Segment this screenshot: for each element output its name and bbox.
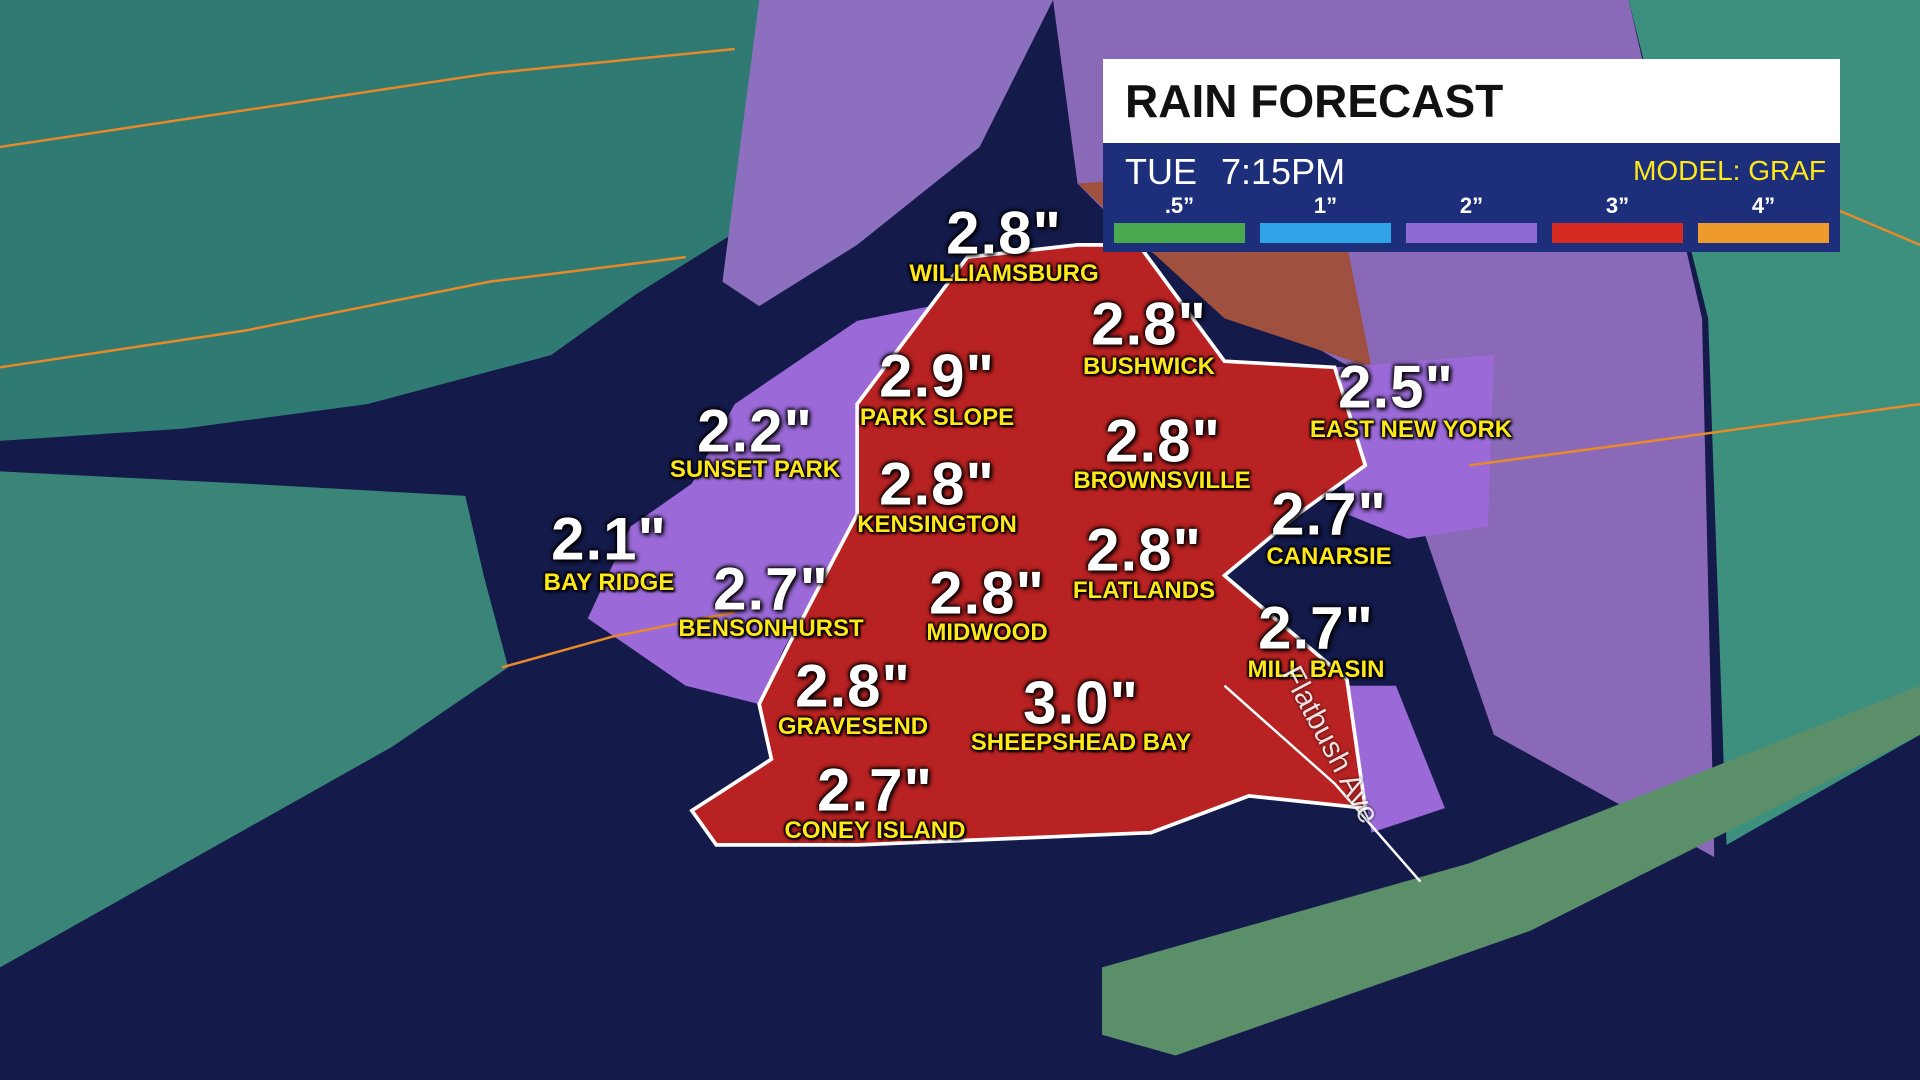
rain-amount: 2.7": [817, 756, 933, 824]
legend-swatch: [1552, 223, 1683, 243]
rain-amount: 2.8": [879, 450, 995, 518]
rain-amount: 2.1": [551, 505, 667, 573]
rain-2in: [1334, 355, 1494, 539]
panel-title: RAIN FORECAST: [1103, 59, 1840, 143]
highway: [0, 47, 735, 149]
location-name: BAY RIDGE: [543, 569, 675, 596]
rain-amount: 2.8": [1105, 407, 1221, 475]
location-name: BROWNSVILLE: [1073, 467, 1251, 494]
legend-label: 3”: [1605, 193, 1630, 218]
rain-amount: 2.7": [713, 555, 829, 623]
forecast-day: TUE: [1125, 151, 1197, 192]
rain-amount: 2.8": [1091, 290, 1207, 358]
location-name: FLATLANDS: [1072, 577, 1216, 604]
legend-label: .5”: [1164, 193, 1195, 218]
rain-amount: 2.7": [1271, 480, 1387, 548]
highway: [0, 255, 686, 369]
location-name: KENSINGTON: [857, 511, 1017, 538]
legend-label: 4”: [1751, 193, 1776, 218]
rain-amount: 2.7": [1258, 594, 1374, 662]
location-name: WILLIAMSBURG: [909, 260, 1099, 287]
location-name: SHEEPSHEAD BAY: [970, 729, 1192, 756]
manhattan: [722, 0, 1054, 307]
forecast-time: 7:15PM: [1221, 151, 1346, 192]
highway: [1469, 402, 1920, 467]
rain-amount: 2.8": [929, 559, 1045, 627]
land: [0, 471, 509, 968]
rain-amount: 2.8": [946, 199, 1062, 267]
location-name: MIDWOOD: [926, 619, 1048, 646]
legend-swatch: [1260, 223, 1391, 243]
rain-amount: 2.8": [1086, 516, 1202, 584]
rain-amount: 2.2": [697, 397, 813, 465]
legend-label: 2”: [1459, 193, 1484, 218]
legend-swatch: [1698, 223, 1829, 243]
rain-amount: 2.9": [879, 342, 995, 410]
location-name: CONEY ISLAND: [784, 817, 966, 844]
road: [1223, 684, 1422, 883]
highway: [501, 611, 735, 669]
location-name: EAST NEW YORK: [1309, 416, 1513, 443]
rain-2in: [1346, 685, 1445, 833]
location-name: CANARSIE: [1266, 543, 1392, 570]
rain-2in: [587, 306, 931, 705]
legend-label: 1”: [1313, 193, 1338, 218]
model-name: MODEL: GRAF: [1633, 155, 1826, 186]
land: [0, 0, 760, 441]
rockaway: [1102, 685, 1920, 1056]
legend-swatch: [1114, 223, 1245, 243]
rain-amount: 3.0": [1023, 669, 1139, 737]
location-name: GRAVESEND: [777, 713, 929, 740]
rain-amount: 2.5": [1338, 353, 1454, 421]
rain-amount: 2.8": [795, 652, 911, 720]
forecast-panel: RAIN FORECAST TUE 7:15PM MODEL: GRAF .5”…: [1103, 59, 1840, 252]
location-name: BUSHWICK: [1083, 353, 1215, 380]
location-name: PARK SLOPE: [859, 404, 1015, 431]
location-name: BENSONHURST: [678, 615, 864, 642]
location-name: SUNSET PARK: [669, 456, 841, 483]
location-name: MILL BASIN: [1247, 656, 1385, 683]
panel-info: TUE 7:15PM MODEL: GRAF .5” 1” 2” 3” 4”: [1103, 143, 1840, 252]
legend-swatch: [1406, 223, 1537, 243]
